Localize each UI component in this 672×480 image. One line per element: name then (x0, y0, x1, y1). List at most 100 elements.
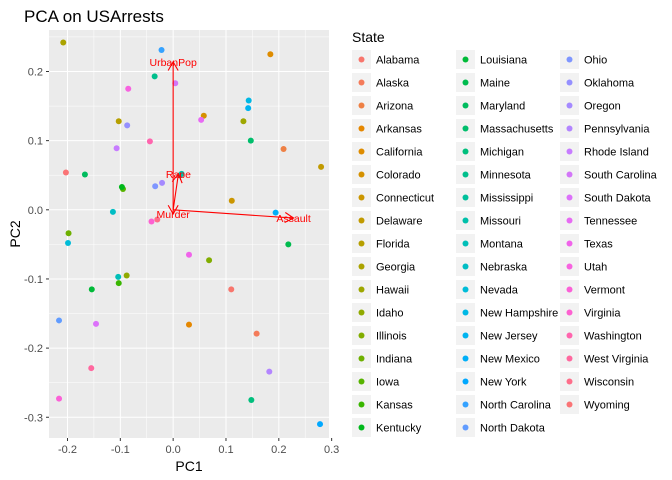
point-california (267, 51, 274, 58)
legend-label-massachusetts: Massachusetts (480, 124, 554, 136)
legend-swatch-washington (566, 332, 573, 339)
legend-label-virginia: Virginia (584, 308, 621, 320)
legend-label-alabama: Alabama (376, 55, 420, 67)
legend-label-oklahoma: Oklahoma (584, 78, 635, 90)
point-texas (186, 251, 192, 258)
legend-swatch-ohio (566, 56, 573, 63)
point-kentucky (118, 183, 125, 190)
point-virginia (148, 218, 155, 225)
chart-title: PCA on USArrests (24, 7, 164, 26)
legend-label-oregon: Oregon (584, 101, 621, 113)
legend-swatch-wyoming (566, 401, 573, 408)
point-west-virginia (88, 365, 95, 372)
legend-label-iowa: Iowa (376, 377, 400, 389)
point-maine (285, 241, 292, 248)
legend-swatch-wisconsin (566, 378, 573, 385)
legend-label-new-york: New York (480, 377, 527, 389)
legend-label-nebraska: Nebraska (480, 262, 528, 274)
point-georgia (60, 39, 67, 46)
legend-swatch-alabama (358, 56, 365, 63)
legend-swatch-pennsylvania (566, 125, 573, 132)
legend-label-north-dakota: North Dakota (480, 423, 546, 435)
x-axis-title: PC1 (175, 458, 202, 474)
legend-swatch-rhode-island (566, 148, 573, 155)
grid-major (49, 30, 333, 438)
legend-swatch-new-hampshire (462, 309, 469, 316)
arrow-label-assault: Assault (276, 213, 311, 225)
y-tick-label: -0.3 (24, 412, 43, 424)
legend-label-south-carolina: South Carolina (584, 170, 658, 182)
legend-label-mississippi: Mississippi (480, 193, 533, 205)
legend-swatch-minnesota (462, 171, 469, 178)
point-tennessee (198, 116, 205, 123)
legend-label-west-virginia: West Virginia (584, 354, 649, 366)
loading-arrows: UrbanPop Rape Murder Assault (150, 57, 311, 225)
legend-label-missouri: Missouri (480, 216, 521, 228)
legend-label-delaware: Delaware (376, 216, 422, 228)
arrow-assault (173, 209, 294, 219)
legend-label-alaska: Alaska (376, 78, 410, 90)
legend-label-pennsylvania: Pennsylvania (584, 124, 650, 136)
point-utah (125, 85, 132, 92)
legend-label-new-mexico: New Mexico (480, 354, 540, 366)
y-axis-title: PC2 (7, 220, 23, 247)
legend-swatch-maine (462, 79, 469, 86)
point-massachusetts (247, 137, 254, 144)
legend-label-texas: Texas (584, 239, 613, 251)
legend-swatch-virginia (566, 309, 573, 316)
x-tick-label: 0.3 (324, 444, 339, 456)
arrow-rape (172, 173, 179, 210)
legend-swatch-utah (566, 263, 573, 270)
legend-label-indiana: Indiana (376, 354, 413, 366)
legend-label-wisconsin: Wisconsin (584, 377, 634, 389)
point-kansas (115, 280, 122, 287)
arrowhead-urbanpop (167, 60, 179, 71)
legend-label-minnesota: Minnesota (480, 170, 532, 182)
legend-swatch-hawaii (358, 286, 365, 293)
legend-label-florida: Florida (376, 239, 411, 251)
legend-swatch-michigan (462, 148, 469, 155)
point-rhode-island (113, 145, 120, 152)
point-missouri (178, 170, 185, 177)
legend-swatch-connecticut (358, 194, 365, 201)
legend-label-utah: Utah (584, 262, 607, 274)
legend-swatch-north-dakota (462, 424, 469, 431)
legend-swatch-delaware (358, 217, 365, 224)
legend-swatch-south-carolina (566, 171, 573, 178)
legend-label-hawaii: Hawaii (376, 285, 409, 297)
legend-label-nevada: Nevada (480, 285, 519, 297)
point-new-jersey (245, 105, 252, 112)
point-arizona (280, 145, 287, 152)
arrowhead-assault (284, 212, 295, 223)
arrow-label-urbanpop: UrbanPop (150, 57, 197, 69)
arrowhead-rape (171, 172, 183, 184)
legend-swatch-kansas (358, 401, 365, 408)
legend-swatch-kentucky (358, 424, 365, 431)
point-oregon (159, 179, 166, 186)
point-new-mexico (272, 209, 279, 216)
arrowhead-murder (167, 205, 179, 216)
point-illinois (206, 257, 213, 264)
legend-label-north-carolina: North Carolina (480, 400, 552, 412)
point-new-york (317, 421, 324, 428)
legend-swatch-alaska (358, 79, 365, 86)
x-tick-label: -0.1 (111, 444, 130, 456)
legend-label-illinois: Illinois (376, 331, 407, 343)
legend-label-michigan: Michigan (480, 147, 524, 159)
point-washington (146, 138, 153, 145)
legend-swatch-south-dakota (566, 194, 573, 201)
legend-swatch-indiana (358, 355, 365, 362)
legend-label-california: California (376, 147, 423, 159)
legend-swatch-vermont (566, 286, 573, 293)
legend-swatch-missouri (462, 217, 469, 224)
point-hawaii (240, 118, 247, 125)
y-tick-label: 0.2 (28, 66, 43, 78)
legend-label-new-jersey: New Jersey (480, 331, 538, 343)
legend-swatch-louisiana (462, 56, 469, 63)
legend-label-rhode-island: Rhode Island (584, 147, 649, 159)
y-tick-label: 0.1 (28, 136, 43, 148)
y-tick-label: 0.0 (28, 205, 43, 217)
point-wisconsin (154, 216, 161, 223)
legend-label-new-hampshire: New Hampshire (480, 308, 558, 320)
